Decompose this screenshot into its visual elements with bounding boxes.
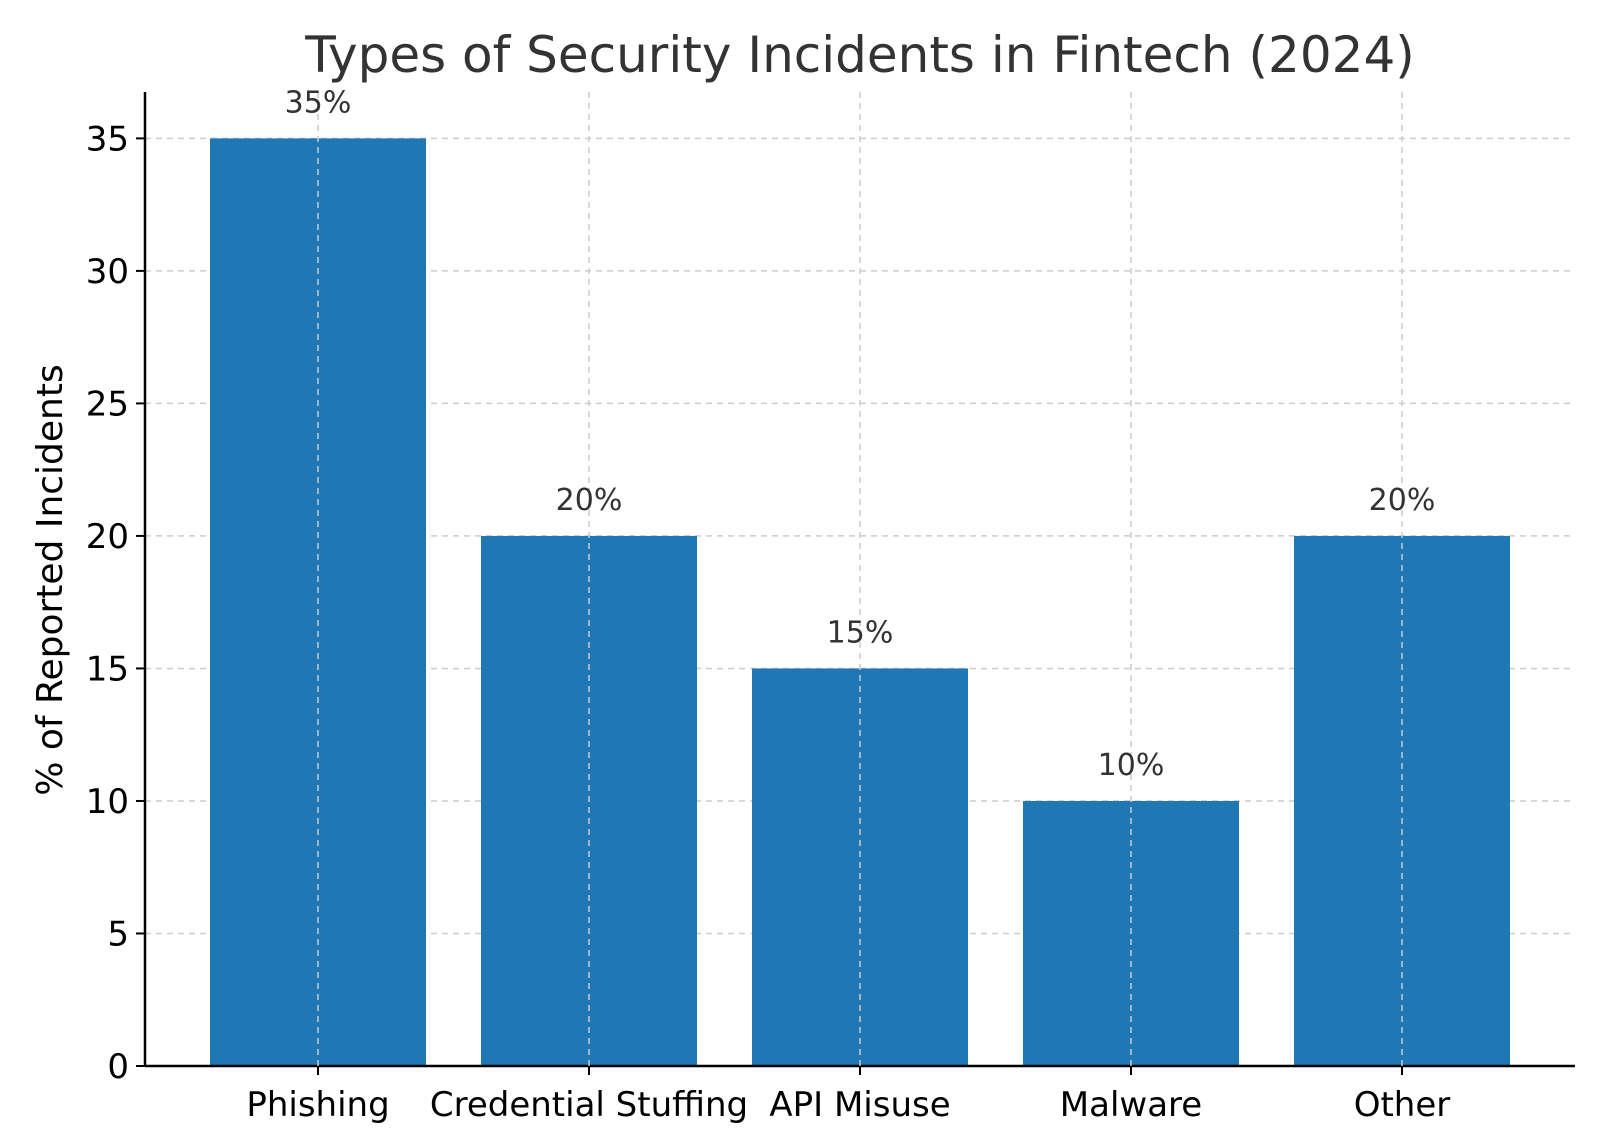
- data-label: 15%: [827, 615, 894, 650]
- y-tick-label: 0: [107, 1047, 129, 1087]
- x-tick-label: API Misuse: [769, 1085, 950, 1125]
- y-tick-label: 10: [86, 782, 129, 822]
- x-tick-label: Other: [1354, 1085, 1451, 1125]
- y-tick-label: 5: [107, 914, 129, 954]
- axis-layer: 0 5 10 15 20 25 30 35 Phishing Credential Stuffin…: [86, 92, 1575, 1125]
- x-tick-label: Credential Stuffing: [430, 1085, 748, 1125]
- y-tick-label: 30: [86, 252, 129, 292]
- data-label: 20%: [556, 483, 623, 518]
- data-label: 10%: [1098, 748, 1165, 783]
- x-tick-label: Malware: [1060, 1085, 1202, 1125]
- y-tick-label: 35: [86, 119, 129, 159]
- y-axis-label: % of Reported Incidents: [30, 364, 71, 796]
- y-tick-label: 15: [86, 649, 129, 689]
- y-tick-label: 20: [86, 517, 129, 557]
- x-tick-label: Phishing: [246, 1085, 389, 1125]
- label-layer: 35% 20% 15% 10% 20%: [285, 85, 1436, 1066]
- chart-title: Types of Security Incidents in Fintech (…: [304, 26, 1415, 84]
- data-label: 20%: [1369, 483, 1436, 518]
- y-tick-label: 25: [86, 384, 129, 424]
- data-label: 35%: [285, 85, 352, 120]
